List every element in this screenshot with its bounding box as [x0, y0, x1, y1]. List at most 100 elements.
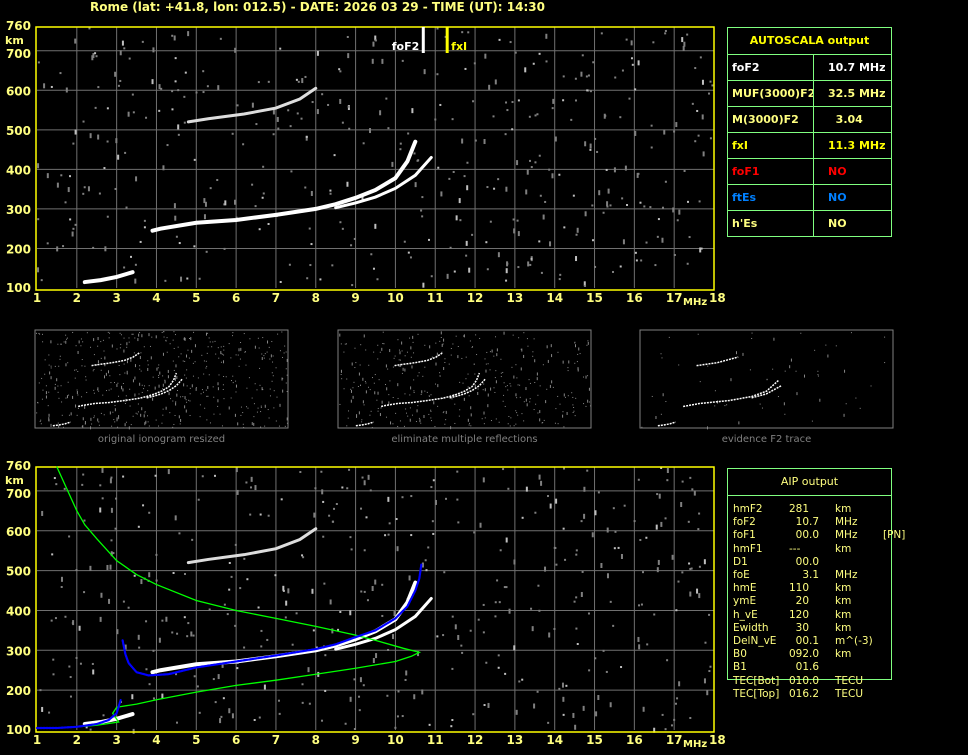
- noise-dot: [199, 416, 201, 418]
- noise-dot: [117, 84, 120, 87]
- noise-dot: [673, 254, 676, 257]
- noise-dot: [272, 109, 275, 115]
- noise-dot: [482, 631, 485, 634]
- noise-dot: [180, 276, 183, 282]
- noise-dot: [495, 380, 497, 384]
- noise-dot: [220, 351, 222, 355]
- noise-dot: [188, 399, 190, 401]
- noise-dot: [349, 536, 352, 539]
- noise-dot: [493, 187, 496, 190]
- x-tick-label: 16: [626, 291, 643, 305]
- noise-dot: [240, 406, 242, 408]
- noise-dot: [520, 348, 522, 350]
- noise-dot: [558, 687, 561, 690]
- noise-dot: [46, 173, 49, 179]
- aip-cell: km: [835, 503, 852, 515]
- noise-dot: [645, 536, 648, 539]
- noise-dot: [112, 552, 115, 555]
- noise-dot: [270, 354, 272, 358]
- noise-dot: [151, 336, 153, 338]
- noise-dot: [387, 368, 389, 370]
- noise-dot: [253, 719, 256, 722]
- noise-dot: [777, 396, 779, 398]
- y-tick-label: 100: [6, 723, 31, 737]
- noise-dot: [260, 406, 262, 408]
- noise-dot: [359, 364, 361, 366]
- noise-dot: [761, 407, 763, 409]
- noise-dot: [503, 382, 505, 384]
- noise-dot: [443, 571, 446, 574]
- noise-dot: [436, 635, 439, 638]
- noise-dot: [243, 333, 245, 335]
- noise-dot: [580, 591, 583, 597]
- noise-dot: [455, 215, 458, 221]
- noise-dot: [884, 362, 886, 364]
- x-tick-label: 17: [666, 733, 683, 747]
- noise-dot: [114, 405, 116, 407]
- noise-dot: [38, 332, 40, 334]
- param-name: ftEs: [728, 185, 814, 210]
- noise-dot: [232, 375, 234, 377]
- noise-dot: [213, 474, 216, 477]
- noise-dot: [421, 390, 423, 394]
- noise-dot: [843, 413, 845, 417]
- noise-dot: [450, 426, 452, 430]
- noise-dot: [285, 351, 287, 353]
- noise-dot: [119, 332, 121, 334]
- aip-table: AIP output: [727, 468, 892, 680]
- noise-dot: [552, 386, 554, 388]
- noise-dot: [295, 612, 298, 615]
- noise-dot: [410, 346, 412, 350]
- thumbnail-trace: [91, 352, 140, 367]
- noise-dot: [192, 362, 194, 364]
- noise-dot: [61, 401, 63, 403]
- noise-dot: [301, 701, 304, 704]
- noise-dot: [575, 256, 578, 262]
- x-mode-trace: [334, 597, 433, 651]
- noise-dot: [855, 397, 857, 399]
- noise-dot: [264, 353, 266, 355]
- noise-dot: [488, 84, 491, 90]
- noise-dot: [656, 235, 659, 238]
- noise-dot: [85, 376, 87, 378]
- noise-dot: [430, 275, 433, 278]
- autoscala-row: h'Es NO: [728, 211, 891, 236]
- aip-cell: MHz: [835, 569, 858, 582]
- noise-dot: [231, 713, 234, 719]
- noise-dot: [132, 333, 134, 335]
- noise-dot: [350, 389, 352, 393]
- x-tick-label: 4: [152, 291, 160, 305]
- noise-dot: [583, 513, 586, 519]
- noise-dot: [340, 369, 342, 373]
- noise-dot: [431, 356, 433, 358]
- noise-dot: [124, 403, 126, 405]
- noise-dot: [462, 382, 464, 384]
- noise-dot: [195, 91, 198, 94]
- noise-dot: [365, 516, 368, 519]
- noise-dot: [251, 102, 254, 108]
- noise-dot: [118, 418, 120, 420]
- x-tick-label: 3: [112, 733, 120, 747]
- noise-dot: [104, 363, 106, 367]
- noise-dot: [587, 89, 590, 92]
- noise-dot: [407, 251, 410, 254]
- noise-dot: [339, 221, 342, 224]
- noise-dot: [133, 352, 135, 354]
- noise-dot: [386, 387, 388, 391]
- noise-dot: [437, 405, 439, 407]
- noise-dot: [140, 352, 142, 354]
- noise-dot: [646, 643, 649, 646]
- noise-dot: [267, 80, 270, 83]
- noise-dot: [398, 349, 400, 351]
- noise-dot: [396, 546, 399, 552]
- noise-dot: [421, 215, 424, 218]
- noise-dot: [233, 199, 236, 205]
- noise-dot: [59, 72, 62, 75]
- noise-dot: [619, 116, 622, 119]
- noise-dot: [205, 389, 207, 391]
- noise-dot: [39, 420, 41, 422]
- noise-dot: [641, 426, 643, 428]
- noise-dot: [551, 380, 553, 384]
- noise-dot: [536, 372, 538, 376]
- noise-dot: [422, 282, 425, 288]
